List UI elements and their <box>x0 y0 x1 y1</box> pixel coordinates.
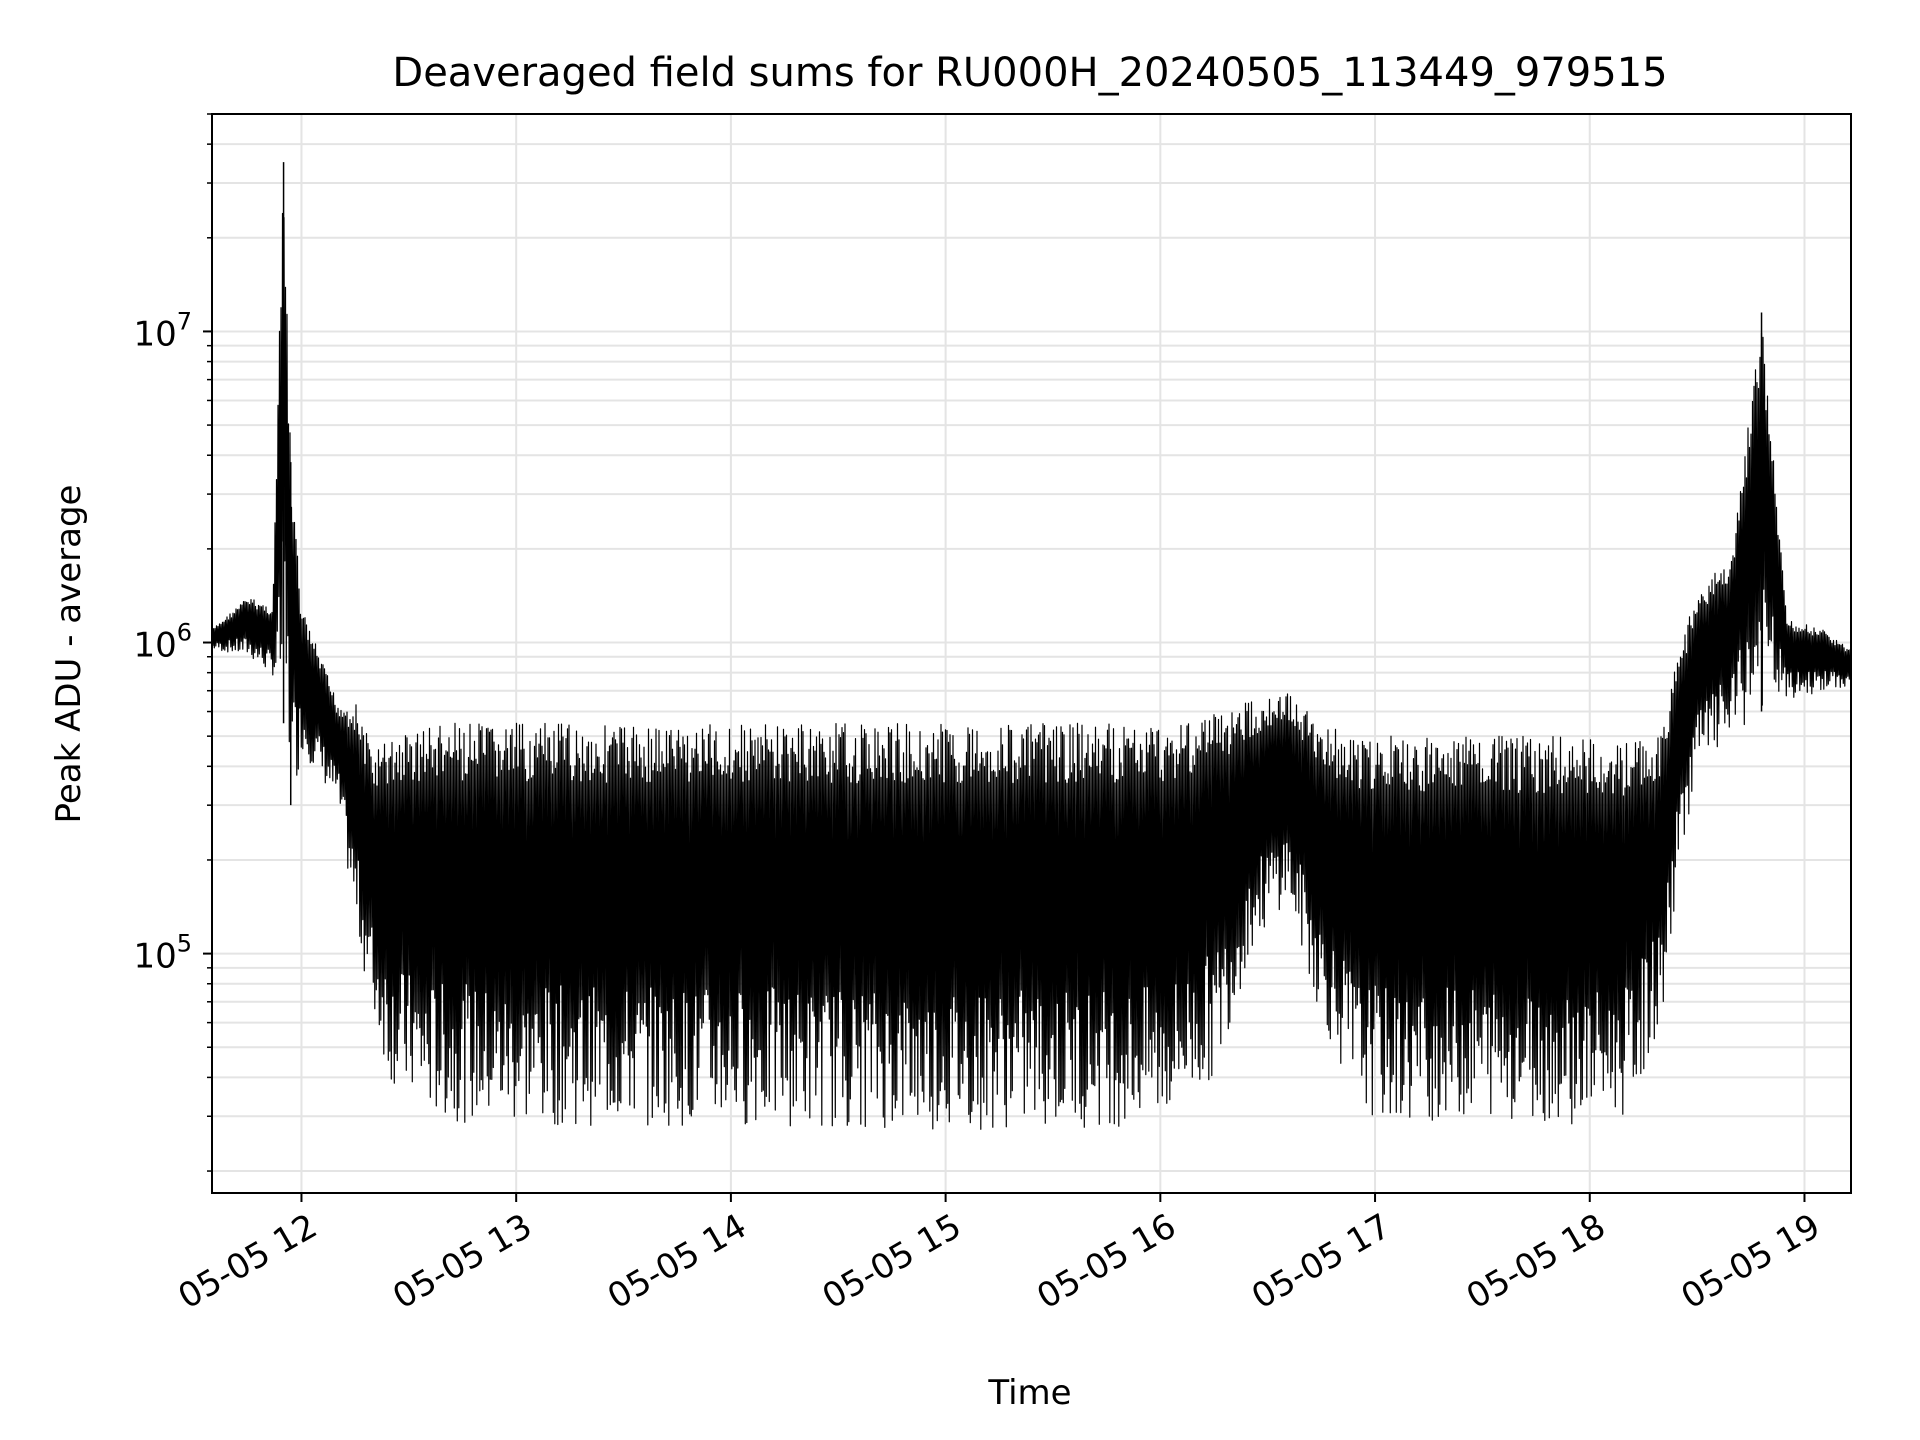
y-tick-label: 106 <box>133 619 192 666</box>
series-path <box>212 212 1851 1130</box>
plot-frame <box>211 113 1852 1194</box>
y-tick-label: 107 <box>133 307 192 354</box>
x-axis-label: Time <box>987 1373 1071 1413</box>
y-axis: 105 106 107 <box>133 113 212 1172</box>
y-tick-label: 105 <box>133 930 192 977</box>
y-axis-label: Peak ADU - average <box>49 485 89 824</box>
series-line <box>212 162 1851 1130</box>
chart-title: Deaveraged field sums for RU000H_2024050… <box>392 50 1667 96</box>
